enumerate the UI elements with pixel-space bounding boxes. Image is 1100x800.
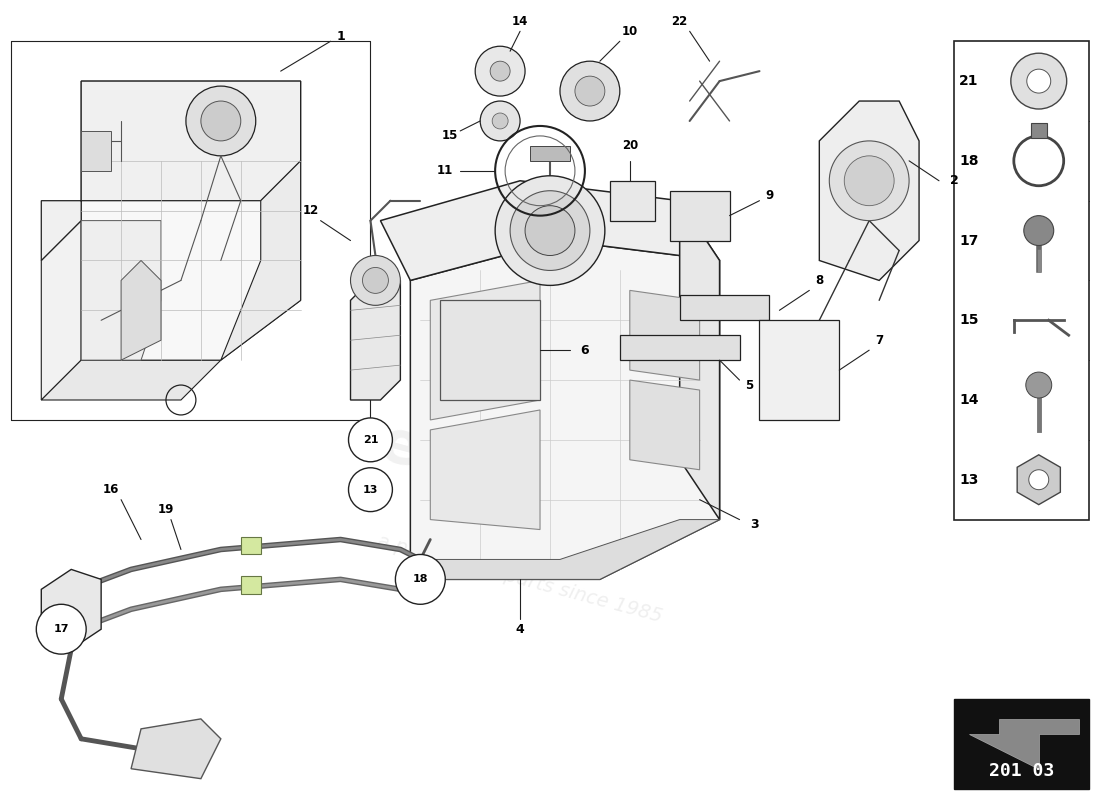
Polygon shape [680, 201, 719, 519]
Bar [619, 335, 739, 360]
Text: 18: 18 [412, 574, 428, 584]
Text: 13: 13 [959, 473, 979, 486]
Polygon shape [42, 81, 300, 261]
Circle shape [186, 86, 255, 156]
Bar [530, 146, 570, 161]
Text: 5: 5 [746, 378, 754, 391]
Polygon shape [1018, 455, 1060, 505]
Bar [670, 190, 729, 241]
Polygon shape [430, 410, 540, 530]
Polygon shape [42, 570, 101, 649]
Text: 9: 9 [766, 190, 773, 202]
Circle shape [1026, 372, 1052, 398]
Text: 16: 16 [103, 483, 119, 496]
Circle shape [481, 101, 520, 141]
Circle shape [395, 554, 446, 604]
Text: a passion for parts since 1985: a passion for parts since 1985 [375, 532, 664, 626]
Circle shape [491, 61, 510, 81]
Text: 18: 18 [959, 154, 979, 168]
Circle shape [560, 61, 619, 121]
Text: 21: 21 [959, 74, 979, 88]
Bar [759, 320, 839, 420]
Text: 13: 13 [363, 485, 378, 494]
Text: 15: 15 [442, 130, 459, 142]
Bar [241, 576, 261, 594]
Circle shape [525, 206, 575, 255]
Text: 201 03: 201 03 [989, 762, 1054, 780]
Polygon shape [820, 101, 920, 281]
Polygon shape [381, 181, 719, 281]
Text: 17: 17 [959, 234, 979, 247]
Text: 6: 6 [581, 344, 590, 357]
Circle shape [510, 190, 590, 270]
Text: 2: 2 [949, 174, 958, 187]
Polygon shape [121, 261, 161, 360]
Text: 14: 14 [959, 393, 979, 407]
Polygon shape [42, 360, 221, 400]
Polygon shape [81, 81, 300, 360]
Text: 10: 10 [621, 25, 638, 38]
Bar [241, 537, 261, 554]
Circle shape [1028, 470, 1048, 490]
Polygon shape [351, 281, 400, 400]
Bar [954, 699, 1089, 789]
Circle shape [201, 101, 241, 141]
Polygon shape [410, 519, 719, 579]
Circle shape [575, 76, 605, 106]
Bar [81, 131, 111, 170]
Text: 15: 15 [959, 314, 979, 327]
Circle shape [349, 418, 393, 462]
Text: 8: 8 [815, 274, 824, 287]
Polygon shape [81, 221, 161, 360]
Text: 4: 4 [516, 622, 525, 636]
Polygon shape [630, 290, 700, 380]
Text: 20: 20 [621, 139, 638, 152]
Polygon shape [969, 719, 1079, 769]
Polygon shape [430, 281, 540, 420]
Circle shape [829, 141, 909, 221]
Polygon shape [630, 380, 700, 470]
Bar [440, 300, 540, 400]
Circle shape [475, 46, 525, 96]
Bar [680, 295, 769, 320]
Polygon shape [131, 719, 221, 778]
Bar [1031, 123, 1047, 138]
Circle shape [495, 176, 605, 286]
Text: 3: 3 [750, 518, 759, 531]
Text: 7: 7 [876, 334, 883, 346]
Circle shape [363, 267, 388, 294]
Circle shape [36, 604, 86, 654]
Circle shape [349, 468, 393, 512]
Bar [609, 181, 654, 221]
Polygon shape [221, 161, 300, 360]
Polygon shape [410, 241, 719, 579]
Circle shape [845, 156, 894, 206]
Polygon shape [42, 221, 81, 400]
Circle shape [351, 255, 400, 306]
Text: 22: 22 [671, 15, 688, 28]
Text: 11: 11 [437, 164, 453, 178]
Text: 14: 14 [512, 15, 528, 28]
Circle shape [1026, 69, 1050, 93]
Circle shape [1011, 54, 1067, 109]
Text: 17: 17 [54, 624, 69, 634]
Text: 1: 1 [337, 30, 345, 42]
Text: 19: 19 [157, 503, 174, 516]
Circle shape [1024, 216, 1054, 246]
Text: 21: 21 [363, 435, 378, 445]
Text: 12: 12 [302, 204, 319, 217]
Circle shape [492, 113, 508, 129]
Text: eurocars: eurocars [374, 415, 667, 545]
Bar [954, 42, 1089, 519]
